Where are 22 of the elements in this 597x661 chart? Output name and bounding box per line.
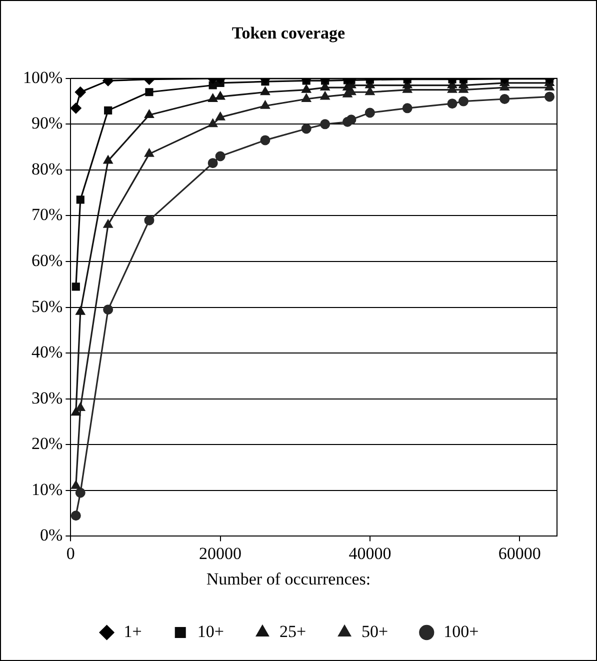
- legend-label: 10+: [197, 622, 224, 641]
- legend-label: 1+: [124, 622, 142, 641]
- y-tick-label: 10%: [31, 480, 63, 499]
- x-tick-label: 60000: [498, 544, 541, 563]
- y-tick-label: 40%: [31, 342, 63, 362]
- legend-label: 50+: [362, 622, 388, 641]
- y-tick-label: 80%: [31, 159, 63, 178]
- y-tick-label: 50%: [31, 296, 63, 316]
- y-tick-label: 0%: [40, 526, 63, 545]
- y-tick-label: 30%: [31, 388, 63, 408]
- x-tick-label: 40000: [348, 544, 392, 563]
- legend-label: 100+: [444, 622, 479, 641]
- y-tick-label: 60%: [31, 250, 63, 270]
- x-tick-label: 0: [66, 544, 75, 563]
- y-tick-label: 20%: [31, 434, 63, 454]
- y-tick-label: 90%: [31, 114, 63, 133]
- legend-title: Number of occurrences:: [206, 570, 371, 589]
- x-tick-label: 20000: [199, 544, 242, 563]
- legend-label: 25+: [279, 622, 306, 641]
- y-tick-label: 70%: [31, 205, 63, 224]
- chart-title: Token coverage: [232, 24, 346, 43]
- y-tick-label: 100%: [22, 68, 63, 87]
